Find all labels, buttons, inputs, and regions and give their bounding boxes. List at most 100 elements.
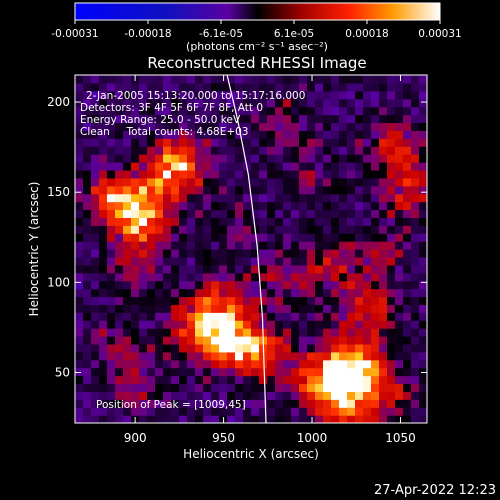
heatmap-cell (163, 233, 172, 242)
heatmap-cell (139, 280, 148, 290)
heatmap-cell (139, 217, 148, 226)
heatmap-cell (259, 288, 268, 298)
heatmap-cell (283, 130, 292, 139)
heatmap-cell (83, 320, 92, 329)
heatmap-cell (99, 185, 108, 195)
heatmap-cell (339, 367, 348, 377)
heatmap-cell (355, 225, 364, 234)
heatmap-cell (219, 177, 228, 187)
heatmap-cell (379, 98, 388, 108)
heatmap-cell (83, 122, 92, 131)
heatmap-cell (179, 138, 188, 147)
heatmap-cell (219, 185, 228, 195)
heatmap-cell (123, 367, 132, 377)
heatmap-cell (147, 75, 156, 84)
heatmap-cell (155, 193, 164, 203)
heatmap-cell (187, 383, 196, 392)
heatmap-cell (91, 351, 100, 361)
heatmap-cell (187, 288, 196, 298)
heatmap-cell (363, 399, 372, 408)
heatmap-cell (307, 343, 316, 353)
heatmap-cell (411, 367, 420, 377)
heatmap-cell (211, 122, 220, 131)
heatmap-cell (83, 209, 92, 218)
heatmap-cell (387, 75, 396, 84)
heatmap-cell (99, 177, 108, 187)
heatmap-cell (339, 399, 348, 408)
heatmap-cell (235, 399, 244, 408)
heatmap-cell (299, 162, 308, 171)
heatmap-cell (75, 399, 84, 408)
heatmap-cell (187, 375, 196, 385)
heatmap-cell (211, 98, 220, 108)
heatmap-cell (147, 177, 156, 187)
heatmap-cell (347, 241, 356, 250)
heatmap-cell (203, 138, 212, 147)
heatmap-cell (411, 82, 420, 92)
heatmap-cell (419, 383, 427, 392)
heatmap-cell (307, 256, 316, 266)
heatmap-cell (379, 185, 388, 195)
heatmap-cell (139, 225, 148, 234)
heatmap-cell (147, 225, 156, 234)
heatmap-cell (195, 407, 204, 416)
heatmap-cell (211, 272, 220, 282)
heatmap-cell (283, 241, 292, 250)
heatmap-cell (235, 177, 244, 187)
heatmap-cell (419, 241, 427, 250)
heatmap-cell (299, 177, 308, 187)
heatmap-cell (283, 82, 292, 92)
heatmap-cell (219, 146, 228, 155)
heatmap-cell (379, 256, 388, 266)
heatmap-cell (243, 75, 252, 84)
heatmap-cell (219, 217, 228, 226)
heatmap-cell (379, 106, 388, 116)
heatmap-cell (147, 288, 156, 298)
heatmap-cell (219, 399, 228, 408)
heatmap-cell (211, 249, 220, 258)
heatmap-cell (363, 280, 372, 290)
heatmap-cell (179, 407, 188, 416)
heatmap-cell (259, 98, 268, 108)
heatmap-cell (299, 391, 308, 400)
heatmap-cell (155, 399, 164, 408)
heatmap-cell (371, 162, 380, 171)
heatmap-cell (75, 90, 84, 100)
heatmap-cell (163, 138, 172, 147)
heatmap-cell (387, 225, 396, 234)
heatmap-cell (131, 320, 140, 329)
heatmap-cell (211, 90, 220, 100)
heatmap-cell (243, 296, 252, 305)
heatmap-cell (331, 391, 340, 400)
heatmap-cell (299, 233, 308, 242)
heatmap-cell (235, 162, 244, 171)
heatmap-cell (187, 328, 196, 337)
heatmap-cell (147, 193, 156, 203)
heatmap-cell (387, 375, 396, 385)
heatmap-cell (147, 367, 156, 377)
heatmap-image (75, 75, 427, 423)
heatmap-cell (339, 415, 348, 423)
heatmap-cell (155, 122, 164, 131)
heatmap-cell (91, 272, 100, 282)
heatmap-cell (283, 407, 292, 416)
heatmap-cell (331, 312, 340, 321)
heatmap-cell (187, 82, 196, 92)
heatmap-cell (203, 296, 212, 305)
heatmap-cell (411, 351, 420, 361)
heatmap-cell (323, 399, 332, 408)
heatmap-cell (395, 209, 404, 218)
heatmap-cell (171, 241, 180, 250)
heatmap-cell (163, 367, 172, 377)
heatmap-cell (203, 185, 212, 195)
heatmap-cell (315, 90, 324, 100)
heatmap-cell (259, 399, 268, 408)
heatmap-cell (179, 209, 188, 218)
heatmap-cell (387, 233, 396, 242)
heatmap-cell (219, 312, 228, 321)
heatmap-cell (355, 193, 364, 203)
heatmap-cell (107, 359, 116, 369)
heatmap-cell (195, 375, 204, 385)
heatmap-cell (339, 217, 348, 226)
heatmap-cell (235, 383, 244, 392)
